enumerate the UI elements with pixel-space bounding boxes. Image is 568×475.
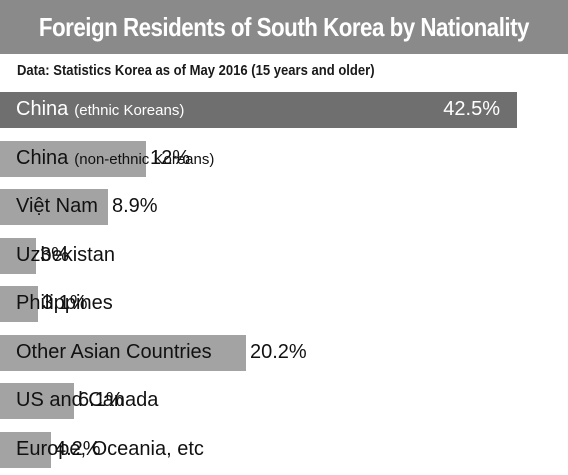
category-name: Uzbekistan [16, 243, 115, 266]
category-name: Philippines [16, 292, 113, 314]
value-label: 12% [150, 146, 191, 169]
chart-subtitle: Data: Statistics Korea as of May 2016 (1… [17, 63, 375, 79]
category-label: Philippines [16, 292, 113, 315]
value-label: 6.1% [78, 389, 124, 411]
bar [0, 189, 108, 225]
category-note: (ethnic Koreans) [74, 102, 185, 119]
bar [0, 140, 146, 177]
value-label: 8.9% [112, 195, 158, 217]
value-label: 3.1% [42, 292, 88, 314]
category-label: US and Canada [16, 389, 158, 412]
category-label: Europe, Oceania, etc [16, 438, 204, 461]
bar [0, 334, 246, 371]
bar [0, 237, 36, 274]
category-name: China [16, 146, 69, 169]
bar [0, 383, 74, 419]
bar [0, 431, 51, 468]
category-name: Other Asian Countries [16, 340, 212, 363]
chart-title: Foreign Residents of South Korea by Nati… [38, 11, 530, 42]
title-bar: Foreign Residents of South Korea by Nati… [0, 0, 568, 54]
value-label: 4.2% [55, 437, 101, 460]
category-name: Việt Nam [16, 195, 98, 217]
value-label: 3% [40, 243, 69, 266]
category-name: US and Canada [16, 389, 159, 411]
category-label: Uzbekistan [16, 244, 115, 267]
bar [0, 286, 38, 322]
category-label: Việt Nam [16, 195, 98, 218]
category-name: China [16, 98, 69, 120]
category-label: China (non-ethnic Koreans) [16, 147, 214, 170]
category-note: (non-ethnic Koreans) [74, 150, 215, 168]
category-label: China (ethnic Koreans) [16, 98, 184, 121]
value-label: 42.5% [443, 98, 500, 120]
value-label: 20.2% [250, 340, 307, 363]
bar [0, 92, 517, 128]
category-name: Europe, Oceania, etc [16, 437, 204, 460]
category-label: Other Asian Countries [16, 341, 212, 364]
